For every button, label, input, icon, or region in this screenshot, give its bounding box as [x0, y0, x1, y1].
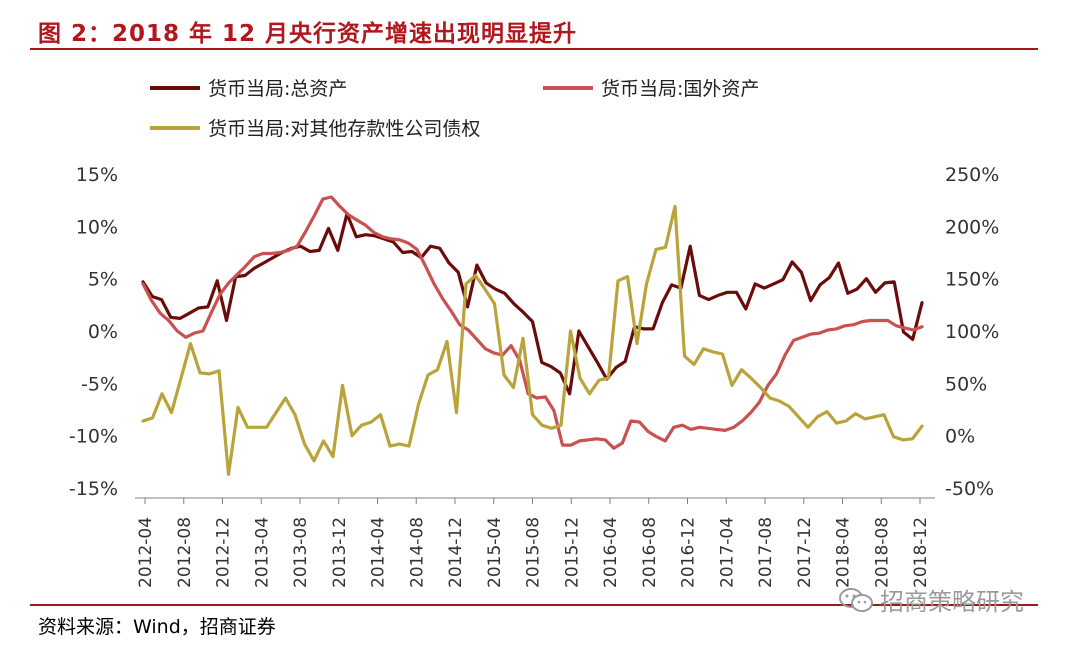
- series-line-claims: [141, 204, 924, 476]
- y-left-axis: 15% 10% 5% 0% -5% -10% -15%: [69, 164, 118, 500]
- x-tick-label: 2018-12: [911, 517, 931, 588]
- y-left-tick-label: 5%: [88, 269, 118, 291]
- y-left-tick-label: 10%: [76, 216, 118, 238]
- y-right-tick-label: 100%: [945, 321, 999, 343]
- x-tick-label: 2015-12: [562, 517, 582, 588]
- watermark: 招商策略研究: [838, 582, 1024, 617]
- y-right-tick-label: -50%: [945, 478, 994, 500]
- x-tick-label: 2013-08: [291, 517, 311, 588]
- y-right-tick-label: 50%: [945, 373, 987, 395]
- title-rule: [30, 48, 1038, 50]
- legend: 货币当局:总资产 货币当局:国外资产 货币当局:对其他存款性公司债权: [150, 78, 759, 140]
- source-note: 资料来源：Wind，招商证券: [38, 616, 276, 638]
- figure-title: 图 2：2018 年 12 月央行资产增速出现明显提升: [38, 21, 578, 47]
- x-tick-label: 2013-04: [252, 517, 272, 588]
- series-line-foreign-assets: [141, 195, 924, 450]
- wechat-icon: [839, 587, 873, 612]
- x-tick-label: 2017-12: [795, 517, 815, 588]
- x-tick-label: 2012-04: [136, 517, 156, 588]
- x-tick-label: 2014-04: [369, 517, 389, 588]
- y-right-tick-label: 0%: [945, 426, 975, 448]
- x-tick-label: 2017-04: [717, 517, 737, 588]
- x-tick-label: 2013-12: [330, 517, 350, 588]
- x-tick-label: 2018-08: [872, 517, 892, 588]
- y-left-tick-label: -10%: [69, 426, 118, 448]
- series-line-total-assets: [141, 212, 924, 396]
- x-tick-label: 2014-12: [446, 517, 466, 588]
- x-tick-label: 2012-12: [214, 517, 234, 588]
- legend-label-claims: 货币当局:对其他存款性公司债权: [208, 118, 480, 140]
- series-group: [141, 195, 924, 476]
- watermark-text: 招商策略研究: [880, 588, 1024, 616]
- x-tick-label: 2014-08: [407, 517, 427, 588]
- y-left-tick-label: 15%: [76, 164, 118, 186]
- x-tick-label: 2018-04: [834, 517, 854, 588]
- legend-label-foreign-assets: 货币当局:国外资产: [601, 78, 759, 100]
- x-tick-label: 2016-08: [640, 517, 660, 588]
- x-tick-label: 2015-04: [485, 517, 505, 588]
- x-tick-label: 2016-12: [679, 517, 699, 588]
- y-left-tick-label: -5%: [81, 373, 118, 395]
- x-axis: 2012-04 2012-08 2012-12 2013-04 2013-08 2013-…: [136, 498, 931, 588]
- x-tick-label: 2017-08: [756, 517, 776, 588]
- y-left-tick-label: 0%: [88, 321, 118, 343]
- legend-label-total-assets: 货币当局:总资产: [208, 78, 347, 100]
- y-right-tick-label: 150%: [945, 269, 999, 291]
- y-right-axis: 250% 200% 150% 100% 50% 0% -50%: [945, 164, 999, 500]
- footer-rule: [30, 604, 1038, 606]
- y-left-tick-label: -15%: [69, 478, 118, 500]
- x-tick-label: 2016-04: [601, 517, 621, 588]
- x-tick-label: 2015-08: [524, 517, 544, 588]
- y-right-tick-label: 200%: [945, 216, 999, 238]
- x-tick-label: 2012-08: [175, 517, 195, 588]
- y-right-tick-label: 250%: [945, 164, 999, 186]
